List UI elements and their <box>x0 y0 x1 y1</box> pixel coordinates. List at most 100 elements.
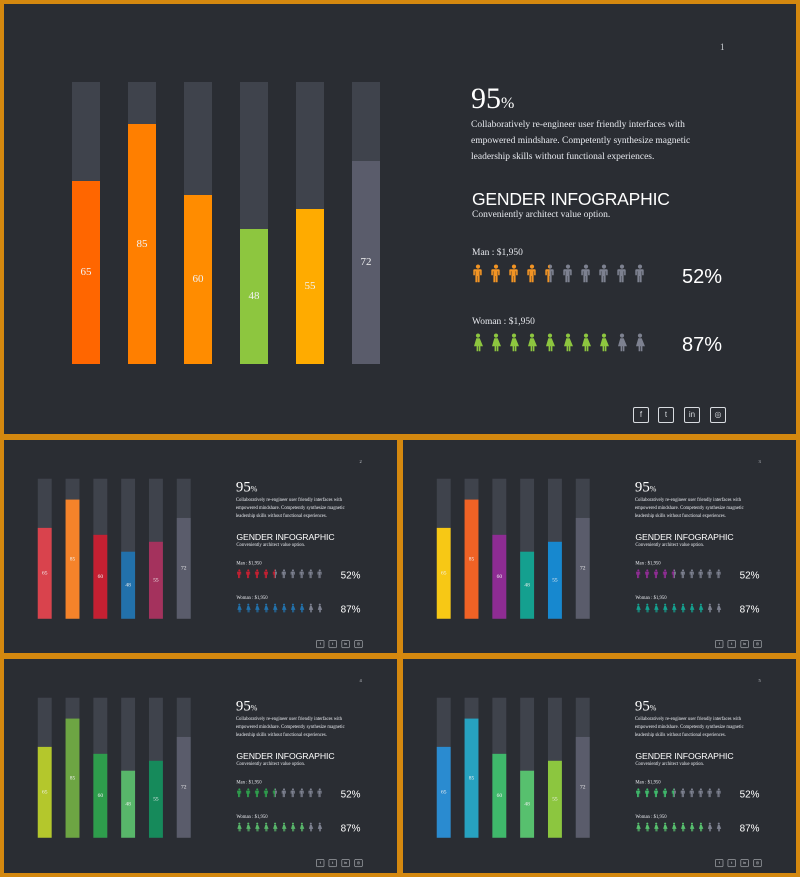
bar <box>240 228 268 364</box>
bar-track: 55 <box>148 697 163 838</box>
bar-track: 72 <box>575 478 590 619</box>
instagram-icon[interactable]: ◎ <box>354 640 363 649</box>
man-icon <box>636 788 641 798</box>
instagram-icon[interactable]: ◎ <box>354 859 363 868</box>
bar-track: 55 <box>547 697 562 838</box>
bar <box>547 541 562 619</box>
twitter-icon[interactable]: t <box>328 859 337 868</box>
man-icon <box>272 788 277 798</box>
woman-icon <box>636 822 641 832</box>
woman-icon <box>681 822 686 832</box>
linkedin-icon[interactable]: in <box>684 407 700 423</box>
bar-value-label: 72 <box>580 565 586 572</box>
woman-icon <box>645 603 650 613</box>
headline-number: 95 <box>235 697 251 715</box>
linkedin-icon[interactable]: in <box>341 640 350 649</box>
bar <box>148 760 163 838</box>
man-icon <box>290 569 295 579</box>
woman-icon <box>716 822 722 832</box>
bar-value-label: 65 <box>41 570 48 577</box>
facebook-icon[interactable]: f <box>633 407 649 423</box>
linkedin-icon[interactable]: in <box>341 859 350 868</box>
man-icon <box>680 788 685 798</box>
section-heading: GENDER INFOGRAPHIC <box>472 189 670 209</box>
bar-track: 65 <box>37 478 52 619</box>
slide-1[interactable]: 1 65 85 60 48 55 <box>4 4 796 434</box>
bar-track: 48 <box>121 697 136 838</box>
linkedin-icon[interactable]: in <box>740 640 749 649</box>
bar-track: 55 <box>547 478 562 619</box>
facebook-icon[interactable]: f <box>316 859 325 868</box>
instagram-icon[interactable]: ◎ <box>753 640 762 649</box>
linkedin-icon[interactable]: in <box>740 859 749 868</box>
woman-label: Woman : $1,950 <box>236 814 268 820</box>
man-icon <box>653 569 659 579</box>
facebook-icon[interactable]: f <box>715 640 724 649</box>
bar-value-label: 65 <box>80 266 92 279</box>
bar-track: 60 <box>492 697 507 838</box>
woman-icon <box>645 822 650 832</box>
twitter-icon[interactable]: t <box>328 640 337 649</box>
bar-value-label: 55 <box>552 796 558 803</box>
bar-value-label: 55 <box>552 577 558 584</box>
bar-track: 72 <box>575 697 590 838</box>
page-number: 4 <box>359 677 362 683</box>
man-icon <box>281 569 286 579</box>
bar-value-label: 48 <box>524 801 530 808</box>
woman-percent: 87% <box>739 603 760 615</box>
man-percent: 52% <box>682 266 723 288</box>
man-icon <box>698 569 703 579</box>
slide-4[interactable]: 4 65 85 60 48 55 <box>4 659 397 873</box>
slide-5[interactable]: 5 65 85 60 48 55 <box>403 659 796 873</box>
bar <box>520 770 535 838</box>
instagram-icon[interactable]: ◎ <box>753 859 762 868</box>
man-icon <box>707 569 712 579</box>
woman-icon <box>716 603 722 613</box>
headline-number: 95 <box>471 82 501 115</box>
bar-value-label: 55 <box>153 796 159 803</box>
bar <box>464 499 479 619</box>
man-icon <box>599 264 608 283</box>
bar <box>176 736 191 838</box>
bar <box>436 746 451 838</box>
headline-percent: 95% <box>635 698 657 715</box>
bar-track: 60 <box>93 697 108 838</box>
bar <box>121 551 136 619</box>
man-icon <box>689 569 694 579</box>
section-heading: GENDER INFOGRAPHIC <box>236 531 335 542</box>
man-icon <box>527 264 536 283</box>
bar <box>176 517 191 619</box>
man-label: Man : $1,950 <box>472 248 523 258</box>
bar-value-label: 60 <box>496 573 503 580</box>
man-icon <box>245 569 251 579</box>
woman-icon <box>636 333 645 352</box>
bar-track: 72 <box>176 697 191 838</box>
woman-icon <box>564 333 573 352</box>
facebook-icon[interactable]: f <box>715 859 724 868</box>
bar-value-label: 65 <box>440 789 447 796</box>
twitter-icon[interactable]: t <box>658 407 674 423</box>
slide-2[interactable]: 2 65 85 60 48 55 <box>4 440 397 653</box>
woman-icon <box>317 603 323 613</box>
instagram-icon[interactable]: ◎ <box>710 407 726 423</box>
bar-track: 48 <box>240 82 268 364</box>
facebook-icon[interactable]: f <box>316 640 325 649</box>
twitter-icon[interactable]: t <box>727 859 736 868</box>
description: Collaboratively re-engineer user friendl… <box>235 716 345 738</box>
twitter-icon[interactable]: t <box>727 640 736 649</box>
woman-icon <box>273 603 278 613</box>
man-icon <box>617 264 626 283</box>
bar-track: 48 <box>520 478 535 619</box>
man-icon <box>281 788 286 798</box>
man-icon <box>653 788 659 798</box>
bar-value-label: 72 <box>181 565 187 572</box>
slide-3[interactable]: 3 65 85 60 48 55 <box>403 440 796 653</box>
woman-icon <box>707 603 713 613</box>
man-icon <box>254 788 260 798</box>
headline-percent-symbol: % <box>501 95 515 112</box>
man-icon <box>671 569 676 579</box>
bar <box>93 534 108 619</box>
man-percent: 52% <box>739 570 760 582</box>
woman-icon <box>264 603 269 613</box>
page-number: 1 <box>720 42 725 52</box>
